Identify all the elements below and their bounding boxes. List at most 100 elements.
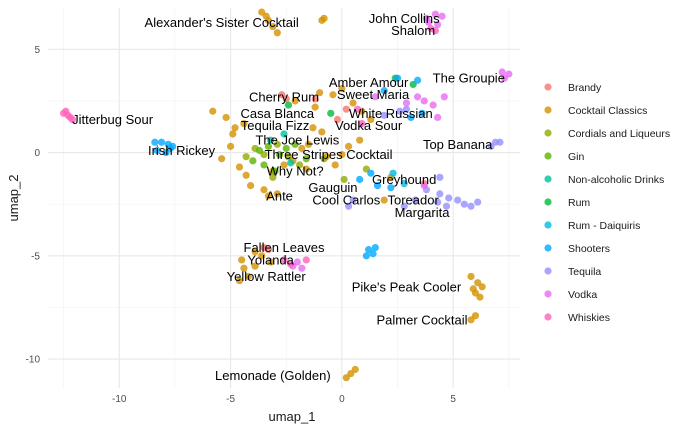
drink-label: Lemonade (Golden) bbox=[215, 368, 331, 383]
point-brandy bbox=[311, 95, 319, 103]
point-tequila bbox=[487, 142, 495, 150]
point-gin bbox=[271, 167, 279, 175]
point-shooters bbox=[369, 250, 377, 258]
x-axis-title: umap_1 bbox=[269, 409, 316, 424]
legend-key bbox=[544, 221, 552, 229]
point-tequila bbox=[434, 198, 442, 206]
drink-label: Yellow Rattler bbox=[227, 269, 307, 284]
point-vodka bbox=[413, 93, 422, 101]
point-non-alcoholic-drinks bbox=[287, 159, 295, 167]
point-cocktail-classics bbox=[344, 142, 353, 150]
drink-label: Ante bbox=[266, 188, 293, 203]
point-tequila bbox=[436, 173, 444, 181]
point-gin bbox=[302, 155, 310, 163]
drink-label: Sweet Maria bbox=[337, 87, 410, 102]
drink-label: Palmer Cocktail bbox=[377, 312, 468, 327]
legend-label: Tequila bbox=[568, 266, 601, 278]
y-axis-title: umap_2 bbox=[6, 175, 21, 222]
legend-key bbox=[544, 175, 552, 183]
x-axis-ticks: -10 -5 0 5 bbox=[112, 394, 456, 405]
point-vodka bbox=[434, 20, 442, 29]
point-gin bbox=[260, 161, 268, 169]
point-whiskies bbox=[287, 260, 295, 268]
legend-key bbox=[544, 152, 552, 160]
point-cocktail-classics bbox=[273, 190, 281, 198]
point-cocktail-classics bbox=[267, 258, 275, 266]
point-rum bbox=[327, 109, 335, 117]
point-tequila bbox=[454, 196, 462, 204]
point-shooters bbox=[380, 87, 388, 95]
point-cocktail-classics bbox=[302, 165, 310, 173]
legend-key bbox=[544, 83, 552, 91]
point-cordials-and-liqueurs bbox=[269, 173, 277, 181]
point-cocktail-classics bbox=[467, 272, 475, 281]
point-shooters bbox=[413, 76, 422, 84]
drink-label: Tequila Fizz bbox=[241, 118, 310, 133]
y-tick-label: 5 bbox=[34, 45, 40, 56]
drink-label: Irish Rickey bbox=[148, 143, 216, 158]
point-whiskies bbox=[302, 256, 310, 264]
drink-label: The Joe Lewis bbox=[255, 133, 339, 148]
point-shooters bbox=[356, 175, 364, 184]
drink-label: Yolanda bbox=[247, 252, 294, 267]
point-cordials-and-liqueurs bbox=[295, 161, 304, 169]
point-cocktail-classics bbox=[264, 16, 273, 24]
point-cocktail-classics bbox=[218, 155, 226, 163]
point-tequila bbox=[442, 202, 451, 210]
point-vodka bbox=[371, 93, 379, 101]
x-tick-label: 5 bbox=[450, 394, 456, 405]
legend-key bbox=[544, 313, 552, 321]
legend-key bbox=[544, 267, 552, 275]
point-whiskies bbox=[358, 120, 366, 128]
point-vodka bbox=[431, 10, 439, 18]
drink-label: Three Stripes Cocktail bbox=[265, 147, 393, 162]
point-cocktail-classics bbox=[280, 161, 288, 169]
point-vodka bbox=[429, 101, 437, 109]
point-cocktail-classics bbox=[342, 374, 350, 382]
point-gin bbox=[249, 157, 257, 165]
data-points bbox=[59, 8, 513, 382]
point-cocktail-classics bbox=[240, 120, 248, 128]
point-cocktail-classics bbox=[351, 365, 359, 374]
legend-label: Gin bbox=[568, 151, 585, 163]
drink-label: Amber Amour bbox=[329, 75, 409, 90]
point-cocktail-classics bbox=[338, 151, 346, 159]
drink-label: Toreador bbox=[387, 193, 439, 208]
point-rum bbox=[284, 101, 293, 109]
point-non-alcoholic-drinks bbox=[280, 130, 288, 138]
drink-label: Fallen Leaves bbox=[244, 240, 325, 255]
point-cocktail-classics bbox=[247, 182, 255, 190]
drink-label: Vodka Sour bbox=[335, 118, 403, 133]
point-tequila bbox=[474, 198, 482, 206]
point-cocktail-classics bbox=[238, 256, 246, 264]
point-rum-daiquiris bbox=[389, 169, 397, 177]
point-cocktail-classics bbox=[304, 140, 313, 148]
point-cocktail-classics bbox=[469, 285, 477, 293]
point-cocktail-classics bbox=[331, 161, 339, 169]
point-tequila bbox=[380, 111, 388, 119]
point-tequila bbox=[460, 200, 468, 208]
point-shooters bbox=[387, 184, 395, 192]
point-cocktail-classics bbox=[478, 283, 486, 291]
point-cocktail-classics bbox=[235, 163, 244, 171]
point-tequila bbox=[344, 202, 353, 210]
point-gin bbox=[282, 144, 290, 153]
point-brandy bbox=[264, 246, 273, 254]
drink-label: Cherry Rum bbox=[249, 89, 319, 104]
point-shooters bbox=[407, 113, 415, 122]
point-tequila bbox=[349, 196, 357, 204]
point-cocktail-classics bbox=[258, 252, 266, 260]
point-cocktail-classics bbox=[269, 22, 277, 31]
point-tequila bbox=[400, 202, 408, 210]
point-cocktail-classics bbox=[235, 277, 244, 285]
point-non-alcoholic-drinks bbox=[267, 136, 275, 144]
point-cocktail-classics bbox=[209, 107, 217, 115]
point-cocktail-classics bbox=[273, 29, 281, 37]
point-cocktail-classics bbox=[226, 142, 235, 150]
point-cocktail-classics bbox=[251, 248, 259, 256]
point-vodka bbox=[440, 93, 448, 101]
legend-label: Rum - Daiquiris bbox=[568, 220, 640, 232]
point-brandy bbox=[342, 105, 350, 113]
